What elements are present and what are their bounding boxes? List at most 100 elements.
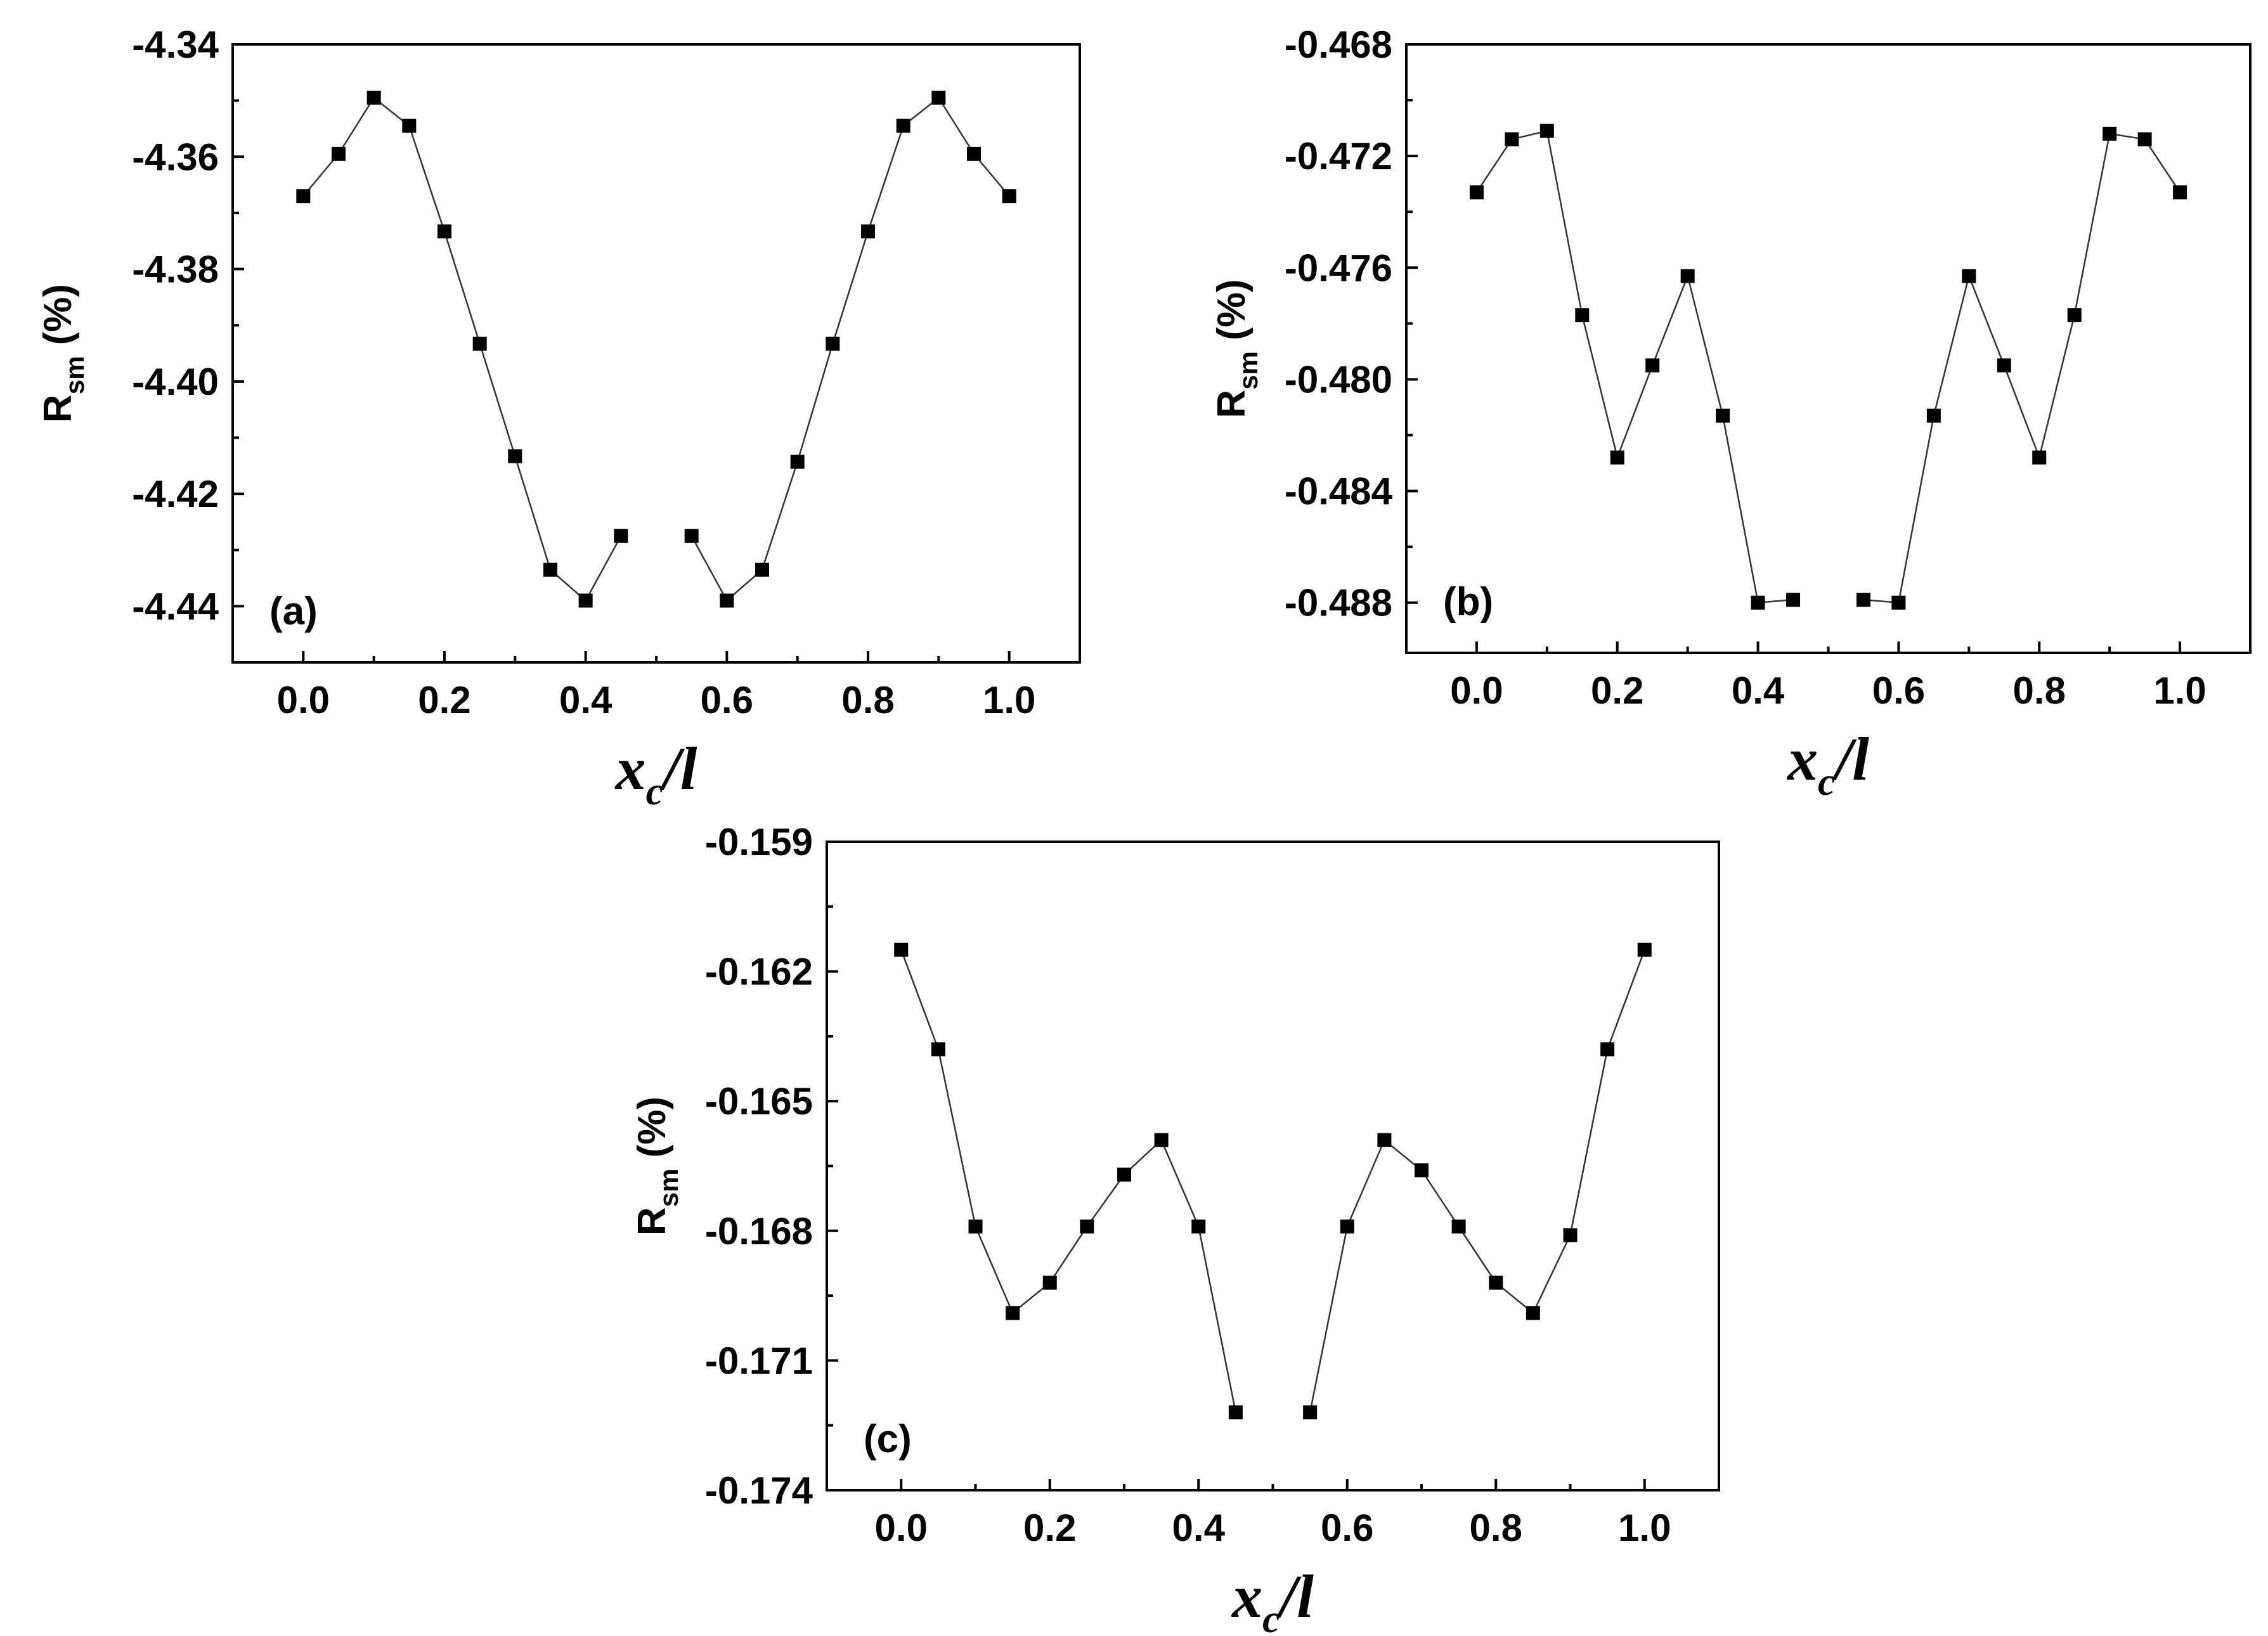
data-point xyxy=(1600,1042,1615,1057)
y-axis-label-subscript: sm xyxy=(654,1169,684,1208)
data-point xyxy=(1451,1219,1466,1233)
data-point xyxy=(1191,1219,1206,1233)
data-point xyxy=(543,562,557,577)
x-tick-label: 0.0 xyxy=(875,1507,928,1549)
x-axis-label: xc/l xyxy=(614,735,697,813)
data-point xyxy=(1489,1275,1503,1290)
data-point xyxy=(1539,124,1554,138)
y-axis-label-unit: (%) xyxy=(36,284,80,356)
data-point xyxy=(1526,1306,1540,1320)
x-tick-label: 0.0 xyxy=(1450,669,1503,712)
data-point xyxy=(1962,269,1976,283)
y-tick-label: -0.472 xyxy=(1285,135,1392,177)
y-tick-label: -4.34 xyxy=(132,23,219,66)
plot-frame xyxy=(826,841,1720,1491)
y-axis-label: Rsm (%) xyxy=(630,1097,684,1235)
data-point xyxy=(578,593,593,608)
data-point xyxy=(790,454,805,469)
data-point xyxy=(894,943,909,957)
x-tick-label: 0.2 xyxy=(1023,1507,1076,1549)
y-tick-label: -0.165 xyxy=(705,1080,813,1123)
x-tick-label: 0.6 xyxy=(701,679,753,721)
x-axis-label: xc/l xyxy=(1231,1562,1314,1636)
x-axis-label-suffix: /l xyxy=(659,735,697,802)
x-axis-label-main: x xyxy=(1231,1562,1262,1630)
y-axis-label-subscript: sm xyxy=(60,356,89,395)
series-line-2 xyxy=(1863,132,2181,604)
x-tick-label: 0.4 xyxy=(1732,669,1785,712)
data-point xyxy=(1117,1168,1131,1182)
y-axis-label-main: R xyxy=(630,1207,674,1235)
data-point xyxy=(1303,1405,1318,1420)
data-point xyxy=(2103,126,2117,141)
data-point xyxy=(332,146,346,161)
data-point xyxy=(1575,308,1590,323)
x-axis-label-suffix: /l xyxy=(1276,1562,1314,1630)
y-tick-label: -0.468 xyxy=(1285,23,1392,66)
x-tick-label: 0.4 xyxy=(1172,1507,1226,1549)
data-point xyxy=(1154,1133,1169,1147)
data-point xyxy=(931,1042,945,1057)
data-point xyxy=(1786,593,1801,607)
x-tick-label: 1.0 xyxy=(983,679,1035,721)
y-axis-label-main: R xyxy=(36,394,80,423)
y-tick-label: -4.44 xyxy=(132,585,219,628)
y-tick-label: -4.40 xyxy=(132,361,219,403)
data-point xyxy=(684,529,699,543)
data-point xyxy=(1645,358,1660,373)
data-point xyxy=(896,119,910,133)
series-line-2 xyxy=(1309,950,1645,1413)
x-tick-label: 1.0 xyxy=(2153,669,2206,712)
data-point xyxy=(366,91,381,105)
data-point xyxy=(1377,1133,1392,1147)
x-axis-label-subscript: c xyxy=(646,770,664,813)
y-axis-label-unit: (%) xyxy=(1210,279,1254,351)
data-point xyxy=(1228,1405,1243,1420)
series-line-1 xyxy=(302,96,622,602)
data-point xyxy=(1415,1163,1429,1178)
plot-frame xyxy=(231,43,1081,664)
y-axis-label-main: R xyxy=(1210,390,1254,418)
data-point xyxy=(967,146,981,161)
y-axis-label: Rsm (%) xyxy=(1210,279,1263,418)
data-point xyxy=(1080,1219,1094,1233)
data-point xyxy=(931,91,946,105)
y-axis-label: Rsm (%) xyxy=(36,284,89,423)
x-axis-label: xc/l xyxy=(1786,725,1869,804)
x-axis-label-main: x xyxy=(1786,725,1818,793)
x-tick-label: 0.8 xyxy=(841,679,894,721)
panel-label: (a) xyxy=(269,589,318,633)
data-point xyxy=(1891,595,1906,610)
data-point xyxy=(861,224,875,239)
data-point xyxy=(2173,185,2187,200)
data-point xyxy=(1563,1228,1578,1242)
x-tick-label: 0.6 xyxy=(1321,1507,1373,1549)
x-tick-label: 0.6 xyxy=(1872,669,1925,712)
data-point xyxy=(437,224,451,239)
x-axis-label-suffix: /l xyxy=(1832,725,1870,793)
data-point xyxy=(1637,943,1652,957)
series-line-2 xyxy=(690,96,1010,602)
x-tick-label: 0.2 xyxy=(1591,669,1643,712)
y-tick-label: -0.476 xyxy=(1285,247,1392,289)
data-point xyxy=(472,337,487,351)
x-tick-label: 0.8 xyxy=(1470,1507,1522,1549)
y-tick-label: -4.38 xyxy=(132,248,219,291)
x-axis-label-main: x xyxy=(614,735,646,802)
y-tick-label: -0.168 xyxy=(705,1210,813,1253)
data-point xyxy=(2137,132,2152,146)
x-axis-label-subscript: c xyxy=(1818,761,1836,804)
data-point xyxy=(826,337,840,351)
data-point xyxy=(508,449,522,463)
y-axis-label-subscript: sm xyxy=(1233,351,1263,390)
data-point xyxy=(1469,185,1484,200)
x-axis-label-subscript: c xyxy=(1262,1598,1280,1636)
data-point xyxy=(2032,450,2047,465)
data-point xyxy=(1997,358,2011,373)
data-point xyxy=(2067,308,2082,323)
y-tick-label: -0.480 xyxy=(1285,358,1392,401)
data-point xyxy=(1002,189,1016,203)
y-tick-label: -0.162 xyxy=(705,951,813,993)
x-tick-label: 0.2 xyxy=(418,679,470,721)
panel-label: (b) xyxy=(1443,580,1493,624)
